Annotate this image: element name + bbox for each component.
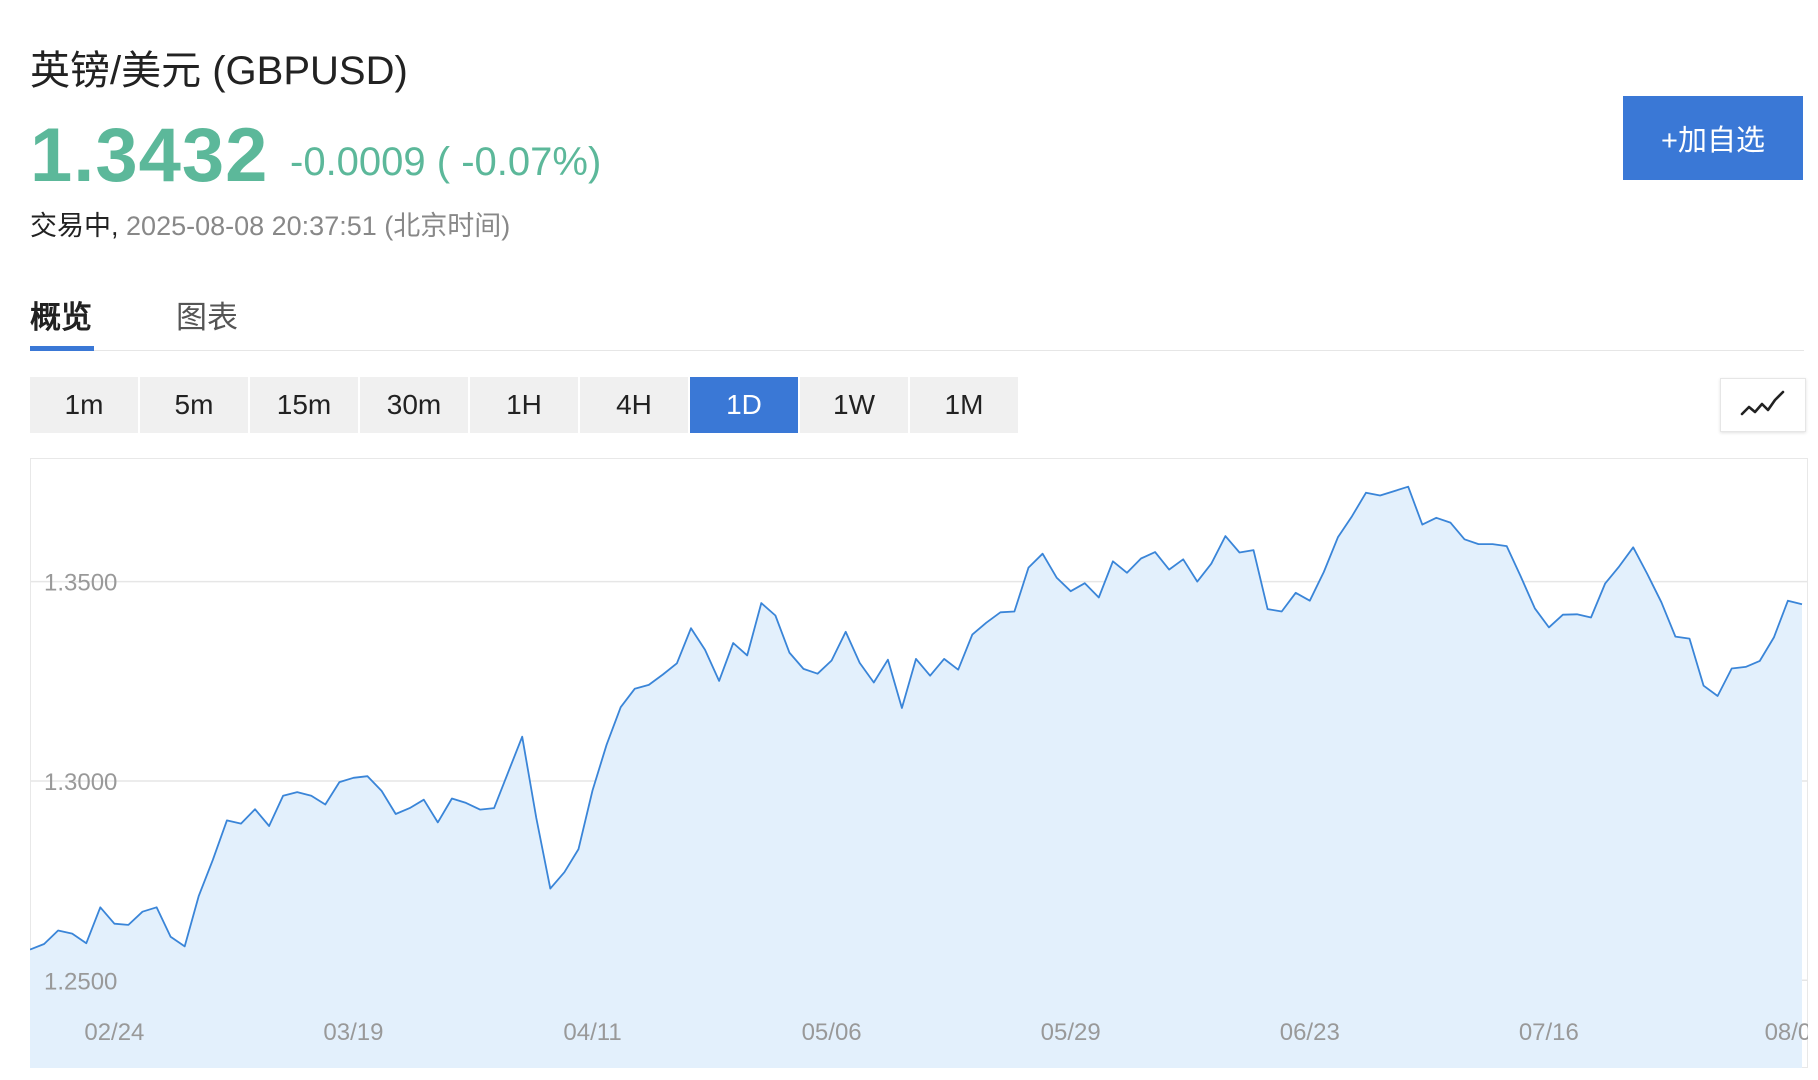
x-tick-label: 02/24 (84, 1019, 144, 1046)
period-1d[interactable]: 1D (690, 377, 798, 433)
tab-overview[interactable]: 概览 (30, 300, 92, 335)
period-1mo[interactable]: 1M (910, 377, 1018, 433)
tab-chart[interactable]: 图表 (176, 300, 238, 335)
y-tick-label: 1.3000 (44, 769, 117, 796)
x-tick-label: 06/23 (1280, 1019, 1340, 1046)
price-change: -0.0009 ( -0.07%) (290, 140, 602, 184)
x-tick-label: 05/06 (802, 1019, 862, 1046)
series-area (30, 486, 1802, 1068)
x-tick-label: 08/0 (1765, 1019, 1808, 1046)
period-1h[interactable]: 1H (470, 377, 578, 433)
series-line (29, 485, 1803, 951)
price-chart-svg: 1.3500 1.3000 1.2500 02/24 03/19 04/11 05/06 05… (29, 458, 1811, 1068)
x-tick-label: 05/29 (1041, 1019, 1101, 1046)
x-tick-label: 07/16 (1519, 1019, 1579, 1046)
quote-timestamp: 2025-08-08 20:37:51 (北京时间) (126, 211, 511, 241)
trading-state: 交易中, (30, 211, 119, 241)
active-tab-indicator (30, 346, 94, 351)
price-chart: 1.3500 1.3000 1.2500 02/24 03/19 04/11 05/06 05… (29, 458, 1811, 1068)
period-15m[interactable]: 15m (250, 377, 358, 433)
current-price: 1.3432 (30, 113, 269, 198)
x-tick-label: 04/11 (563, 1019, 621, 1046)
y-tick-label: 1.3500 (44, 570, 117, 597)
line-chart-icon (1740, 390, 1785, 416)
period-30m[interactable]: 30m (360, 377, 468, 433)
trading-status: 交易中, 2025-08-08 20:37:51 (北京时间) (30, 204, 510, 243)
add-to-watchlist-button[interactable]: +加自选 (1623, 96, 1803, 180)
tab-bar: 概览 图表 (30, 280, 1804, 351)
period-selector: 1m 5m 15m 30m 1H 4H 1D 1W 1M (30, 377, 1018, 433)
y-tick-label: 1.2500 (44, 968, 117, 995)
period-1w[interactable]: 1W (800, 377, 908, 433)
period-1m[interactable]: 1m (30, 377, 138, 433)
page-title: 英镑/美元 (GBPUSD) (30, 49, 408, 93)
x-tick-label: 03/19 (323, 1019, 383, 1046)
period-4h[interactable]: 4H (580, 377, 688, 433)
period-5m[interactable]: 5m (140, 377, 248, 433)
chart-type-button[interactable] (1720, 378, 1806, 432)
